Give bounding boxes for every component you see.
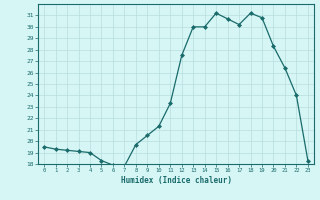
X-axis label: Humidex (Indice chaleur): Humidex (Indice chaleur) xyxy=(121,176,231,185)
